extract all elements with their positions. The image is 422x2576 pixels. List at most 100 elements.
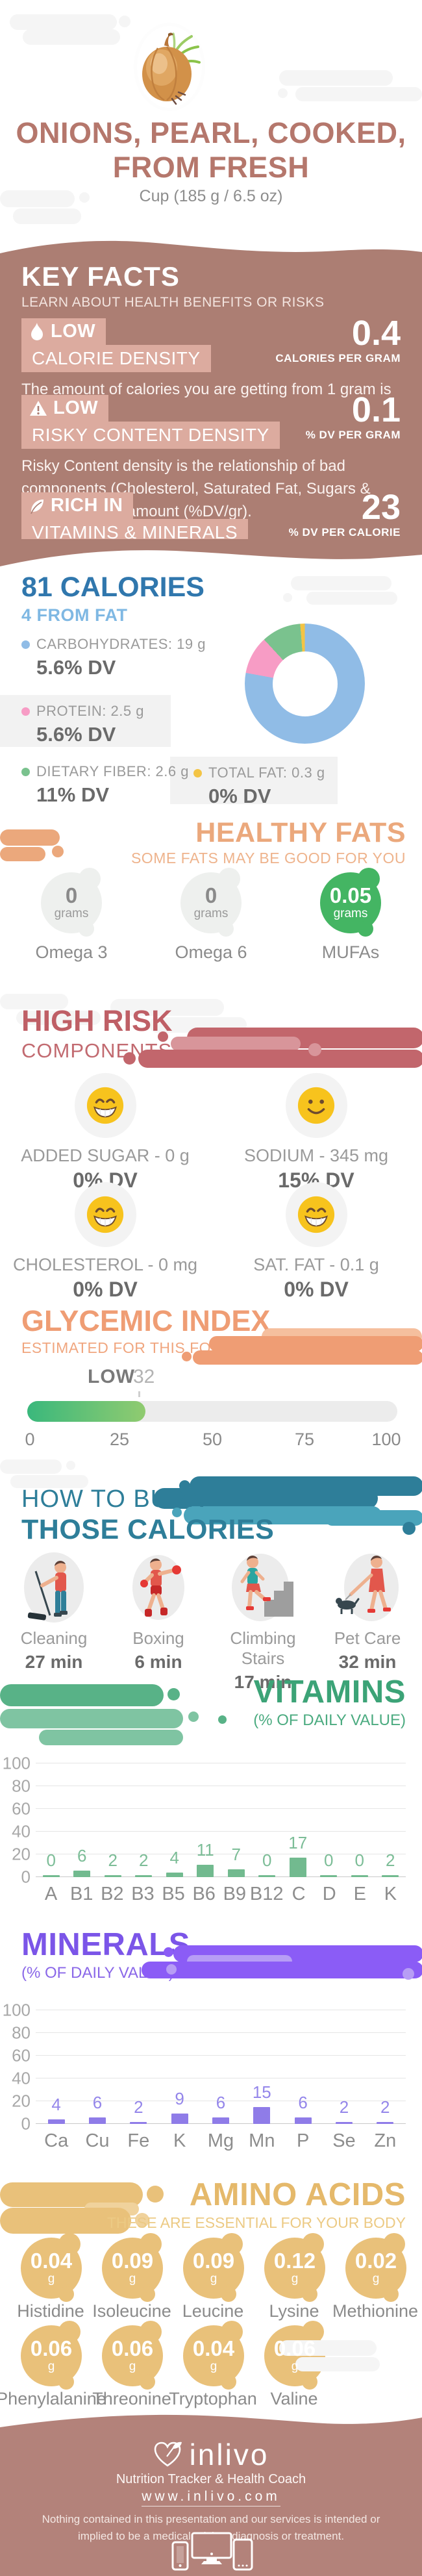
omega3-unit: grams xyxy=(54,907,89,920)
blob-decoration xyxy=(154,1488,378,1509)
fact-value: 0.1 % DV PER GRAM xyxy=(306,392,401,442)
cloud-decoration xyxy=(110,999,224,1016)
blob-decoration xyxy=(0,847,45,861)
blob-decoration xyxy=(142,1962,422,1978)
legend-label: CARBOHYDRATES: 19 g xyxy=(36,636,206,652)
y-tick: 100 xyxy=(2,1753,31,1773)
calorie-breakdown-donut-chart xyxy=(245,624,365,744)
protein-dot-icon xyxy=(21,707,30,716)
blob-decoration xyxy=(179,1480,190,1491)
cloud-decoration xyxy=(23,29,120,45)
fact-label: CALORIE DENSITY xyxy=(21,345,211,372)
blob-decoration xyxy=(0,1709,183,1728)
bar-vitamin-b9: 7 xyxy=(221,1845,252,1877)
amino-blob-phenylalanine: 0.06 g xyxy=(21,2321,82,2390)
blob-decoration xyxy=(193,1350,422,1365)
fiber-dot-icon xyxy=(21,767,30,776)
legend-label: TOTAL FAT: 0.3 g xyxy=(208,764,325,781)
website-link[interactable]: www.inlivo.com xyxy=(0,2489,422,2507)
activity-pet-care: Pet Care 32 min xyxy=(316,1550,419,1673)
fact-risky-density: LOW RISKY CONTENT DENSITY 0.1 % DV PER G… xyxy=(0,392,422,523)
cloud-decoration xyxy=(79,192,90,203)
bar-potassium: 9 xyxy=(159,2089,200,2124)
blob-decoration xyxy=(403,1522,416,1535)
fact-label: RISKY CONTENT DENSITY xyxy=(21,422,280,449)
calories-section: 81 CALORIES 4 FROM FAT CARBOHYDRATES: 19… xyxy=(0,568,422,815)
bar-vitamin-e: 0 xyxy=(344,1850,375,1877)
activity-name: Pet Care xyxy=(334,1628,401,1648)
fact-value-number: 23 xyxy=(361,488,401,527)
carbs-dot-icon xyxy=(21,640,30,649)
risk-name: SODIUM - 345 mg xyxy=(243,1146,389,1165)
blob-decoration xyxy=(0,1684,164,1706)
cloud-decoration xyxy=(0,1459,62,1474)
fact-value: 23 % DV PER CALORIE xyxy=(289,490,401,539)
amino-blob-methionine: 0.02 g xyxy=(345,2233,406,2302)
risk-name: SAT. FAT - 0.1 g xyxy=(253,1255,379,1274)
y-tick: 40 xyxy=(12,2068,31,2088)
blob-decoration xyxy=(166,1964,177,1975)
calories-from-fat: 4 FROM FAT xyxy=(21,605,128,625)
cloud-decoration xyxy=(10,14,117,30)
fact-badge: LOW xyxy=(21,395,109,422)
brand-logo: inlivo xyxy=(0,2437,422,2472)
omega6-unit: grams xyxy=(193,907,229,920)
bar-manganese: 15 xyxy=(242,2082,282,2124)
risk-dv: 0% DV xyxy=(284,1278,349,1301)
legend-label: PROTEIN: 2.5 g xyxy=(36,703,144,719)
bar-vitamin-a: 0 xyxy=(36,1850,67,1877)
glycemic-category: LOW xyxy=(88,1366,135,1387)
legend-dv: 5.6% DV xyxy=(36,723,116,746)
smiling-face-icon xyxy=(285,1073,347,1138)
bar-vitamin-k: 2 xyxy=(375,1850,406,1877)
heart-leaf-icon xyxy=(154,2442,182,2467)
bar-magnesium: 6 xyxy=(200,2093,241,2124)
bar-vitamin-c: 17 xyxy=(282,1833,314,1877)
climbing-stairs-icon xyxy=(232,1554,293,1621)
vitamins-x-labels: A B1 B2 B3 B5 B6 B9 B12 C D E K xyxy=(44,1884,397,1904)
footer-section: inlivo Nutrition Tracker & Health Coach … xyxy=(0,2436,422,2576)
amino-label: Valine xyxy=(270,2389,318,2408)
cleaning-icon xyxy=(24,1552,84,1623)
blob-decoration xyxy=(158,1031,168,1042)
blob-decoration xyxy=(171,1037,301,1051)
amino-blob-lysine: 0.12 g xyxy=(264,2233,325,2302)
cloud-decoration xyxy=(295,2357,380,2371)
healthy-fats-subtitle: SOME FATS MAY BE GOOD FOR YOU xyxy=(130,850,406,866)
glycemic-index-section: GLYCEMIC INDEX ESTIMATED FOR THIS FOOD L… xyxy=(0,1302,422,1458)
bar-calcium: 4 xyxy=(36,2095,77,2124)
vitamins-title: VITAMINS xyxy=(253,1674,406,1710)
scale-label: 100 xyxy=(371,1430,401,1449)
omega3-blob: 0 grams xyxy=(41,868,102,937)
fact-badge-label: LOW xyxy=(51,321,96,342)
fat-dot-icon xyxy=(193,768,202,777)
legend-dv: 11% DV xyxy=(36,783,110,806)
blob-decoration xyxy=(138,1050,422,1068)
cloud-decoration xyxy=(0,190,75,207)
activity-duration: 6 min xyxy=(134,1652,182,1672)
cloud-decoration xyxy=(119,16,130,27)
key-facts-subtitle: LEARN ABOUT HEALTH BENEFITS OR RISKS xyxy=(21,295,325,310)
scale-label: 50 xyxy=(202,1430,223,1449)
activity-cleaning: Cleaning 27 min xyxy=(2,1550,106,1673)
fact-value-number: 0.1 xyxy=(351,390,401,429)
key-facts-section: KEY FACTS LEARN ABOUT HEALTH BENEFITS OR… xyxy=(0,261,422,546)
amino-blob-tryptophan: 0.04 g xyxy=(183,2321,244,2390)
burn-calories-section: HOW TO BURN THOSE CALORIES Cleaning 27 m… xyxy=(0,1458,422,1692)
fact-badge-label: RICH IN xyxy=(51,495,123,516)
risk-item-sodium: SODIUM - 345 mg 15% DV xyxy=(219,1073,414,1193)
bar-vitamin-b12: 0 xyxy=(252,1850,283,1877)
cloud-decoration xyxy=(10,1475,88,1488)
bar-vitamin-d: 0 xyxy=(314,1850,345,1877)
legend-item-fiber: DIETARY FIBER: 2.6 g 11% DV xyxy=(21,763,189,807)
grinning-face-icon xyxy=(74,1182,136,1247)
blob-decoration xyxy=(0,829,60,846)
minerals-bar-chart: 0 20 40 60 80 100 4 6 2 9 6 15 6 2 2 xyxy=(0,2001,422,2134)
y-tick: 60 xyxy=(12,1799,31,1819)
omega3-label: Omega 3 xyxy=(35,942,108,962)
grinning-face-icon xyxy=(74,1073,136,1138)
wave-divider xyxy=(0,539,422,568)
fact-value-unit: % DV PER CALORIE xyxy=(288,526,401,538)
y-tick: 0 xyxy=(21,2114,31,2134)
cloud-decoration xyxy=(13,208,81,224)
